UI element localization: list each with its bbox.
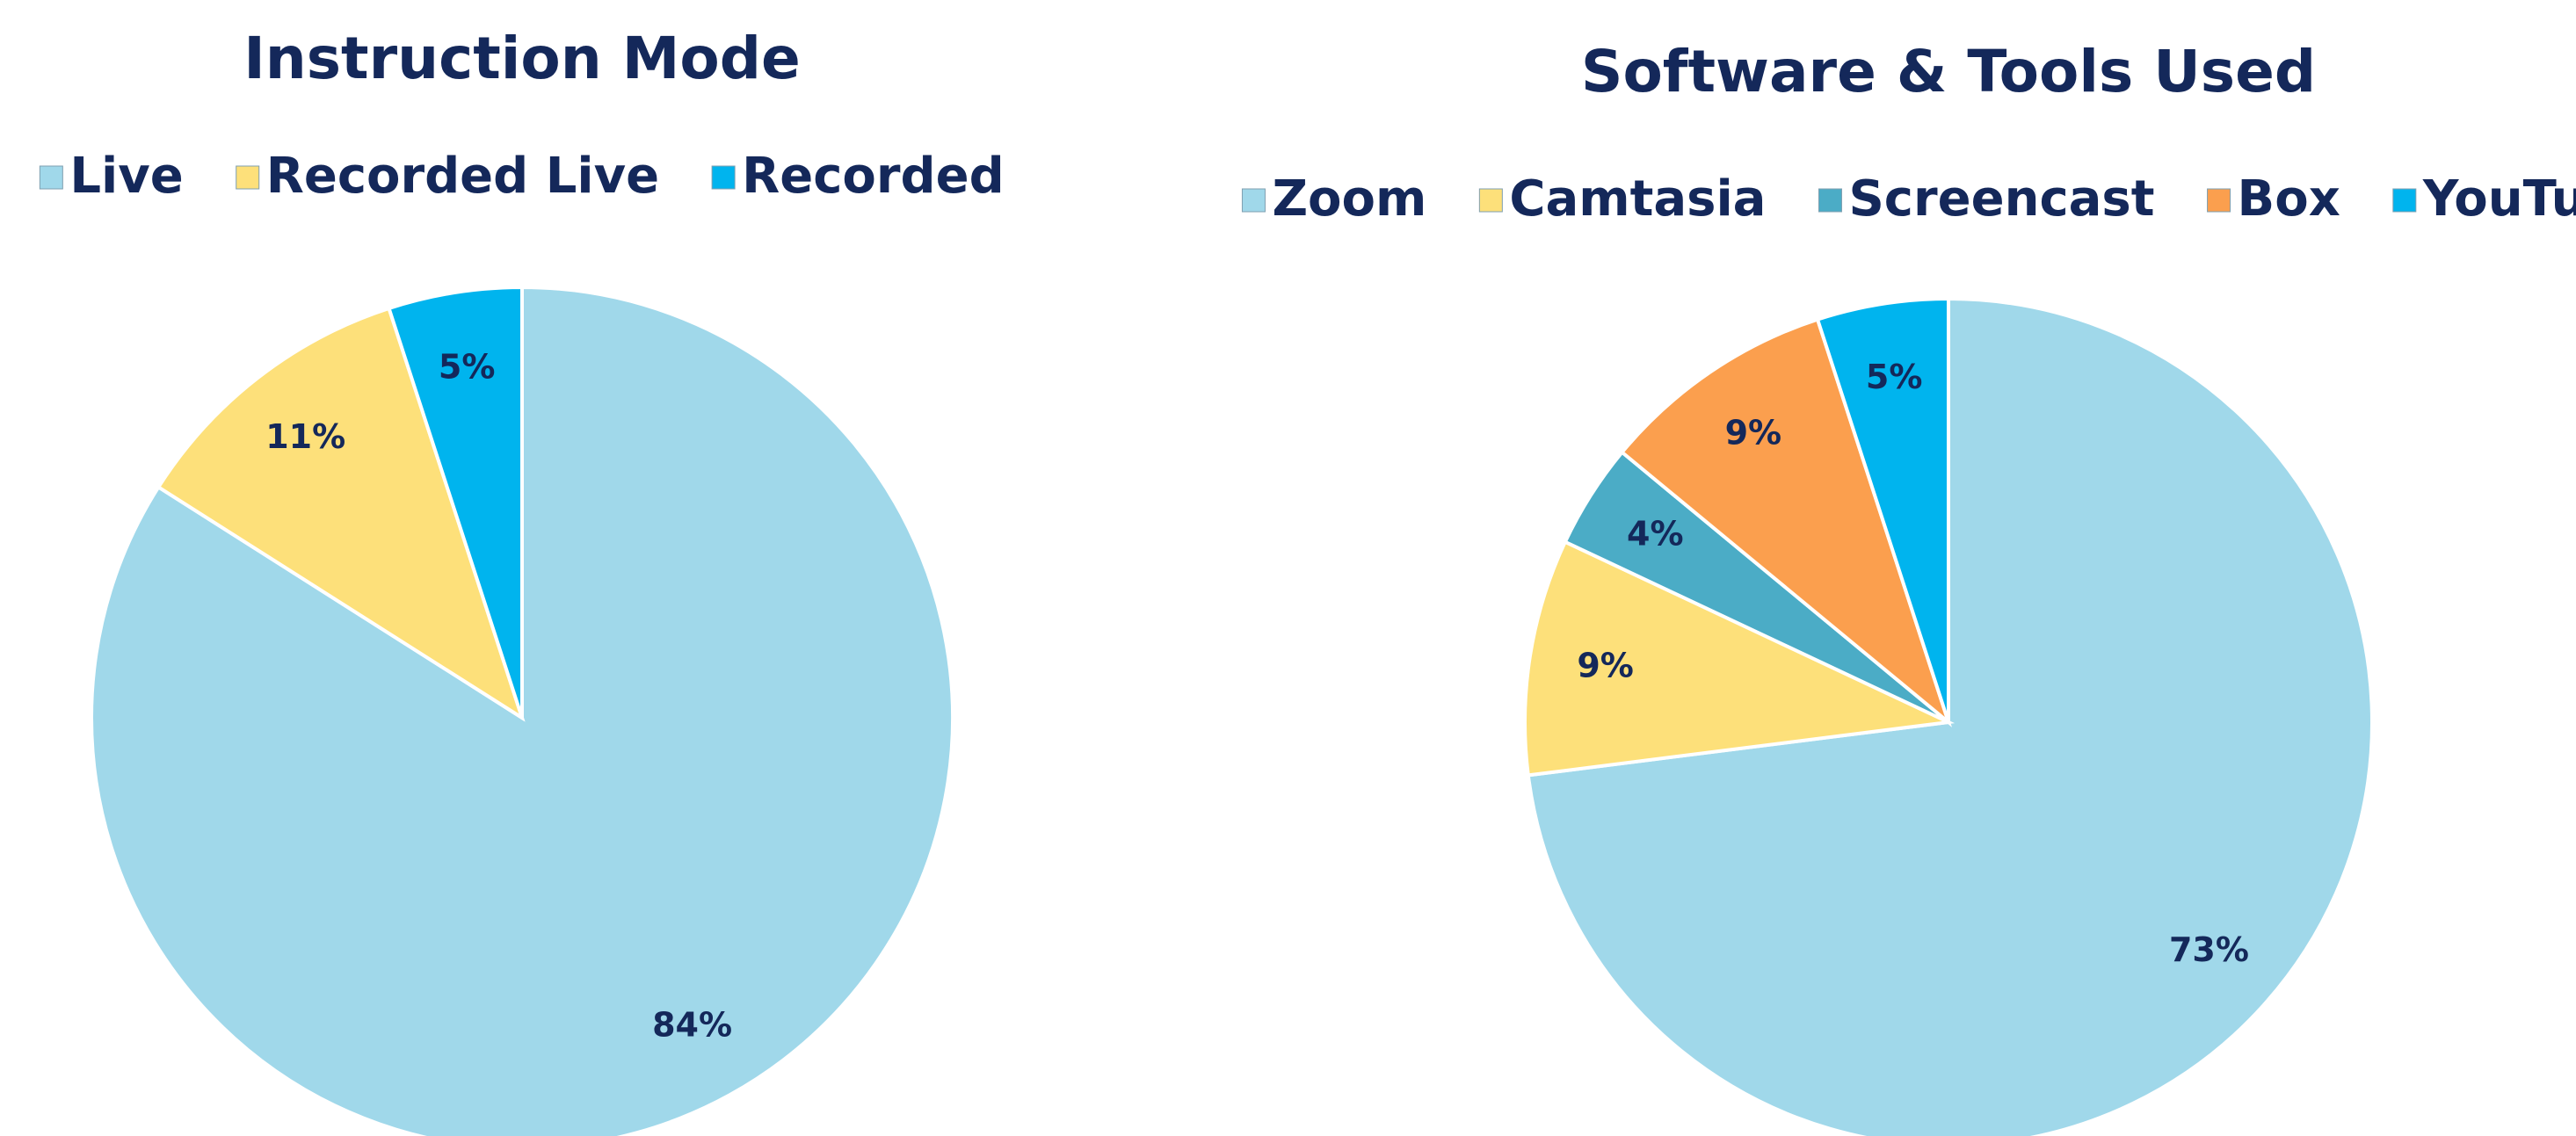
legend-label: Recorded [742, 148, 1005, 205]
legend-marker [236, 165, 260, 190]
legend-label: Zoom [1272, 170, 1426, 228]
data-label: 11% [265, 417, 345, 456]
legend-marker [711, 165, 736, 190]
data-label: 5% [1866, 358, 1923, 396]
data-label: 5% [439, 348, 496, 387]
legend-label: Box [2238, 170, 2340, 228]
pie-slice [1523, 539, 1956, 778]
legend-marker [39, 165, 63, 190]
legend-label: Screencast [1848, 170, 2154, 228]
legend-label: Recorded Live [266, 148, 659, 205]
chart-title: Instruction Mode [243, 25, 801, 92]
legend-marker [1241, 188, 1266, 213]
legend-marker [2207, 188, 2231, 213]
legend-label: Live [69, 148, 183, 205]
pie-slice [156, 306, 526, 722]
data-label: 73% [2169, 930, 2249, 969]
legend-marker [1478, 188, 1503, 213]
data-label: 4% [1627, 515, 1684, 554]
data-label: 9% [1725, 414, 1782, 452]
pie-slice [1815, 296, 1950, 723]
legend: Live Recorded Live Recorded [39, 148, 1005, 205]
legend: Zoom Camtasia Screencast Box YouTube [1241, 170, 2576, 228]
pie-slice [1619, 317, 1953, 727]
legend-label: YouTube [2422, 170, 2576, 228]
chart-title: Software & Tools Used [1581, 38, 2316, 105]
pie-slice [387, 285, 524, 719]
data-label: 84% [652, 1006, 732, 1045]
data-label: 9% [1577, 647, 1634, 685]
legend-marker [1818, 188, 1842, 213]
legend-label: Camtasia [1509, 170, 1766, 228]
legend-marker [2392, 188, 2417, 213]
